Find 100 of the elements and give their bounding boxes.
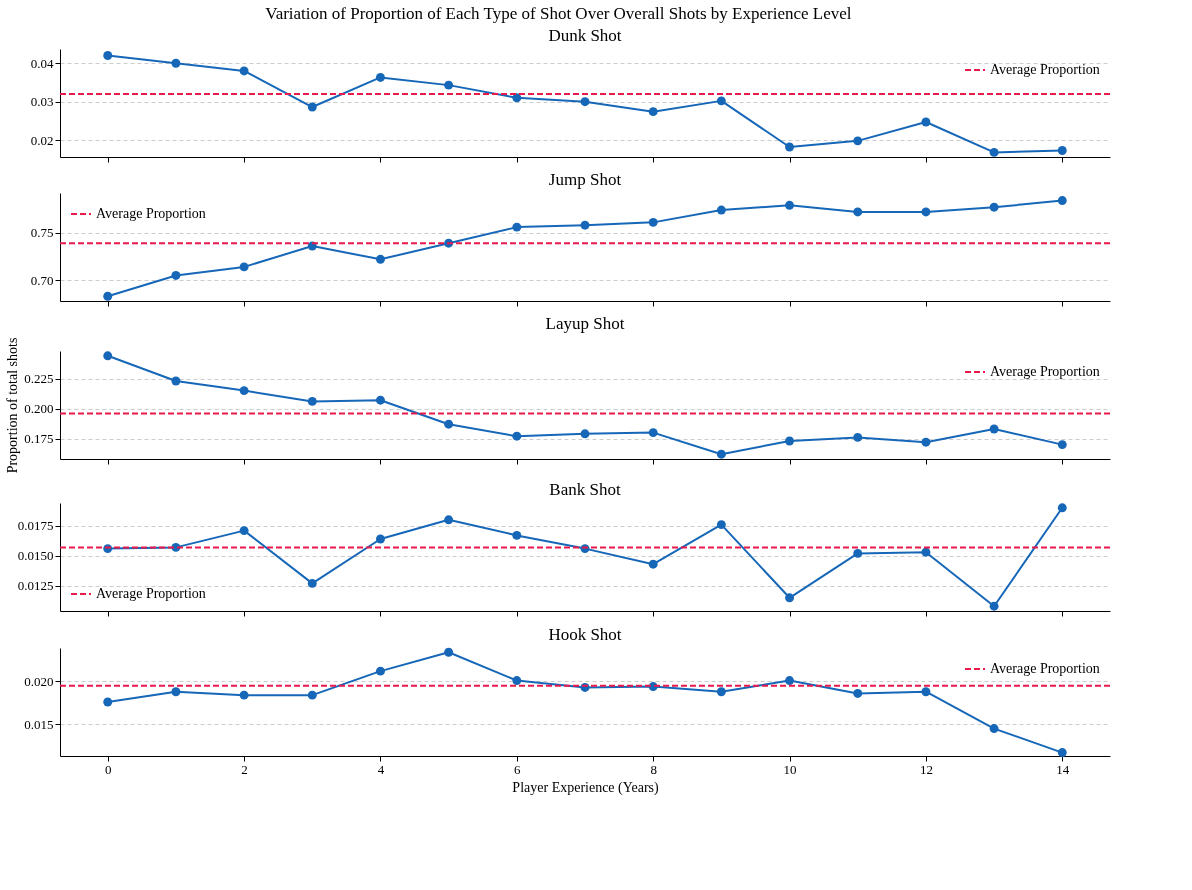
point <box>375 254 385 264</box>
point <box>716 687 726 697</box>
point <box>648 107 658 117</box>
point <box>239 262 249 272</box>
chart-title: Layup Shot <box>545 314 625 334</box>
point <box>989 601 999 611</box>
x-tick-label: 4 <box>377 761 385 777</box>
y-tick-label: 0.70 <box>30 272 54 288</box>
point <box>512 530 522 540</box>
point <box>648 217 658 227</box>
x-tick-label: 2 <box>241 761 248 777</box>
point <box>307 102 317 112</box>
point <box>716 205 726 215</box>
point <box>785 200 795 210</box>
y-tick-label: 0.75 <box>30 225 54 241</box>
x-tick-label: 10 <box>783 761 797 777</box>
x-tick-label: 6 <box>514 761 522 777</box>
point <box>512 93 522 103</box>
point <box>785 436 795 446</box>
legend-label: Average Proportion <box>990 62 1100 77</box>
y-tick-label: 0.0150 <box>17 548 54 564</box>
point <box>785 593 795 603</box>
point <box>716 449 726 459</box>
point <box>512 676 522 686</box>
point <box>512 431 522 441</box>
point <box>375 666 385 676</box>
point <box>716 96 726 106</box>
point <box>921 437 931 447</box>
point <box>375 395 385 405</box>
y-tick-label: 0.04 <box>30 55 54 71</box>
point <box>1057 748 1067 758</box>
y-tick-label: 0.225 <box>24 371 54 387</box>
point <box>307 578 317 588</box>
point <box>853 136 863 146</box>
point <box>921 117 931 127</box>
x-axis-title: Player Experience (Years) <box>512 779 659 796</box>
point <box>103 697 113 707</box>
y-tick-label: 0.0125 <box>17 578 54 594</box>
point <box>239 66 249 76</box>
point <box>785 142 795 152</box>
point <box>307 690 317 700</box>
y-tick-label: 0.175 <box>24 431 54 447</box>
point <box>853 207 863 217</box>
y-tick-label: 0.020 <box>24 673 54 689</box>
y-tick-label: 0.02 <box>30 132 54 148</box>
point <box>444 515 454 525</box>
point <box>921 547 931 557</box>
x-tick-label: 0 <box>104 761 112 777</box>
point <box>375 72 385 82</box>
point <box>580 429 590 439</box>
point <box>171 58 181 68</box>
legend-label: Average Proportion <box>96 586 206 601</box>
chart-title: Dunk Shot <box>548 26 622 45</box>
point <box>648 559 658 569</box>
point <box>1057 146 1067 155</box>
point <box>1057 196 1067 206</box>
chart-title: Hook Shot <box>548 624 622 644</box>
x-tick-label: 8 <box>650 761 657 777</box>
y-tick-label: 0.015 <box>24 716 54 732</box>
point <box>921 207 931 217</box>
point <box>239 526 249 536</box>
point <box>103 51 113 60</box>
point <box>171 270 181 280</box>
point <box>239 690 249 700</box>
point <box>239 386 249 396</box>
chart-title: Jump Shot <box>548 170 622 189</box>
point <box>103 351 113 361</box>
point <box>853 548 863 558</box>
point <box>716 520 726 530</box>
y-tick-label: 0.0175 <box>17 518 54 534</box>
point <box>375 534 385 544</box>
point <box>1057 503 1067 513</box>
point <box>853 688 863 698</box>
y-tick-label: 0.200 <box>24 401 54 417</box>
point <box>989 147 999 157</box>
point <box>512 222 522 232</box>
point <box>989 202 999 212</box>
point <box>307 396 317 406</box>
point <box>921 687 931 697</box>
text: Variation of Proportion of Each Type of Shot Over Overall Shots by Experience Level <box>265 4 852 23</box>
point <box>171 376 181 386</box>
legend-label: Average Proportion <box>990 364 1100 379</box>
point <box>853 432 863 442</box>
point <box>989 424 999 434</box>
point <box>989 724 999 734</box>
point <box>171 687 181 697</box>
y-axis-title: Proportion of total shots <box>5 337 21 474</box>
point <box>785 676 795 686</box>
point <box>580 97 590 107</box>
x-tick-label: 12 <box>919 761 933 777</box>
chart-title: Bank Shot <box>549 480 621 499</box>
legend-label: Average Proportion <box>990 661 1100 676</box>
point <box>103 291 113 301</box>
point <box>1057 440 1067 450</box>
point <box>580 220 590 230</box>
x-tick-label: 14 <box>1056 761 1070 777</box>
point <box>444 419 454 429</box>
y-tick-label: 0.03 <box>30 94 54 110</box>
legend-label: Average Proportion <box>96 206 206 221</box>
point <box>648 428 658 438</box>
